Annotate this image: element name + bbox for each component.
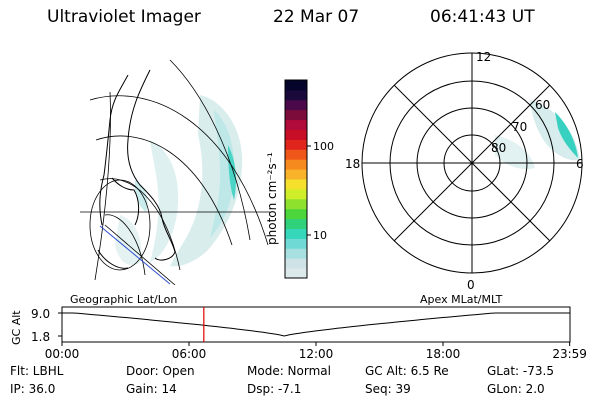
date-label: 22 Mar 07 — [273, 7, 360, 27]
ip-label: IP: 36.0 — [10, 382, 56, 396]
polar-map-label: Apex MLat/MLT — [420, 293, 503, 306]
mlt-label-6: 6 — [576, 157, 584, 171]
color-bar-cell — [285, 139, 307, 150]
geographic-map — [80, 59, 270, 285]
color-bar-cell — [285, 169, 307, 180]
mlt-label-12: 12 — [476, 50, 491, 64]
coastline — [97, 69, 176, 269]
mlat-label-60: 60 — [535, 98, 550, 112]
color-bar-cell — [285, 119, 307, 130]
aurora-emission-left — [115, 95, 243, 267]
filter-label: Flt: LBHL — [10, 364, 64, 378]
color-bar-cell — [285, 198, 307, 210]
polar-map: 12 18 6 0 60 70 80 — [345, 50, 584, 292]
dsp-label: Dsp: -7.1 — [247, 382, 302, 396]
color-bar-cell — [285, 258, 307, 269]
geographic-map-label: Geographic Lat/Lon — [70, 293, 177, 306]
gc-ytick-9: 9.0 — [31, 307, 50, 321]
gc-xtick-label: 18:00 — [426, 347, 461, 361]
color-bar-tick-100: 100 — [313, 140, 334, 153]
color-bar-cell — [285, 208, 307, 220]
glat-label: GLat: -73.5 — [487, 364, 554, 378]
gc-time-axis: 00:00 06:00 12:00 18:00 23:59 — [45, 342, 587, 361]
gc-xtick-label: 06:00 — [172, 347, 207, 361]
mlat-label-70: 70 — [512, 120, 527, 134]
seq-label: Seq: 39 — [365, 382, 411, 396]
color-bar-cell — [285, 99, 307, 111]
gc-altitude-plot: Geographic Lat/Lon Apex MLat/MLT 00:00 06… — [10, 293, 587, 361]
glon-label: GLon: 2.0 — [487, 382, 545, 396]
gc-ytick-1-8: 1.8 — [31, 330, 50, 344]
polar-grid — [361, 52, 583, 274]
color-bar-cell — [285, 238, 307, 249]
gc-xtick-label: 00:00 — [45, 347, 80, 361]
gc-xtick-label: 12:00 — [299, 347, 334, 361]
time-label: 06:41:43 UT — [430, 7, 535, 27]
color-bar-cell — [285, 80, 307, 91]
window-title: Ultraviolet Imager — [47, 7, 201, 27]
color-bar-cell — [285, 129, 307, 140]
mlt-label-0: 0 — [467, 278, 475, 292]
color-bar-cell — [285, 218, 307, 229]
color-bar-cell — [285, 149, 307, 160]
color-bar-cell — [285, 268, 307, 279]
color-bar-scale — [285, 80, 307, 279]
color-bar-cell — [285, 89, 307, 101]
color-bar-tick-10: 10 — [313, 229, 327, 242]
gc-altitude-curve — [62, 312, 570, 337]
ground-track — [99, 225, 171, 285]
color-bar-unit: photon cm⁻²s⁻¹ — [265, 152, 279, 245]
color-bar-cell — [285, 188, 307, 200]
color-bar-cell — [285, 228, 307, 239]
mlt-label-18: 18 — [345, 157, 360, 171]
gc-alt-label: GC Alt: 6.5 Re — [365, 364, 449, 378]
color-bar-cell — [285, 109, 307, 121]
color-bar-cell — [285, 248, 307, 259]
gc-xtick-label: 23:59 — [552, 347, 587, 361]
mode-label: Mode: Normal — [247, 364, 331, 378]
color-bar-cell — [285, 159, 307, 170]
gc-axis-label: GC Alt — [10, 310, 23, 345]
aurora-emission-right — [495, 100, 580, 170]
gain-label: Gain: 14 — [126, 382, 177, 396]
mlat-label-80: 80 — [491, 141, 506, 155]
color-bar: 100 10 photon cm⁻²s⁻¹ — [265, 79, 334, 279]
door-label: Door: Open — [126, 364, 195, 378]
color-bar-cell — [285, 179, 307, 190]
latitude-grid — [89, 95, 269, 276]
